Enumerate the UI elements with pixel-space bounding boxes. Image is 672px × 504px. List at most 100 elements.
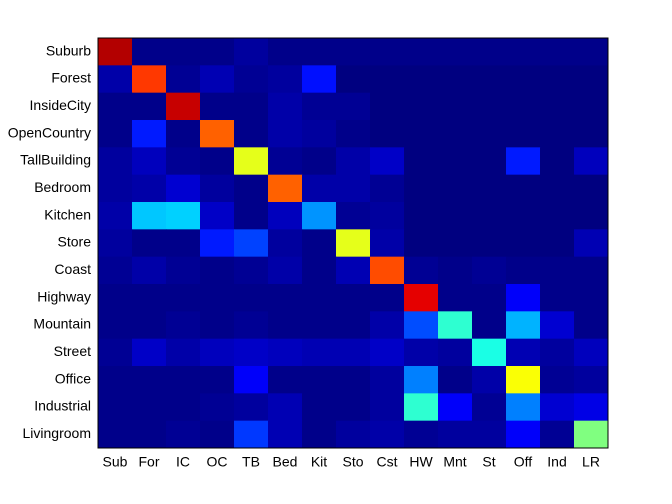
x-tick-label: TB [242, 454, 260, 470]
cell [472, 65, 507, 94]
cell [506, 338, 541, 367]
x-tick-label: OC [207, 454, 228, 470]
cell [234, 229, 269, 258]
cell [574, 393, 609, 422]
cell [472, 366, 507, 394]
cell [200, 65, 235, 94]
cell [166, 65, 201, 94]
cell [336, 147, 371, 176]
cell [132, 229, 167, 258]
cell [98, 38, 133, 66]
cell [302, 147, 337, 176]
cell [98, 338, 133, 367]
cell [166, 174, 201, 203]
cell [404, 120, 439, 148]
x-tick-label: LR [582, 454, 600, 470]
plot-frame [97, 37, 609, 449]
cell [302, 393, 337, 422]
cell [98, 65, 133, 94]
cell [166, 92, 201, 121]
cell [574, 65, 609, 94]
cell [268, 311, 303, 340]
cell [506, 256, 541, 285]
cell [404, 38, 439, 66]
cell [438, 338, 473, 367]
cell [234, 147, 269, 176]
cell [234, 420, 269, 449]
cell [370, 366, 405, 394]
cell [506, 420, 541, 449]
cell [540, 229, 575, 258]
cell [234, 174, 269, 203]
cell [472, 311, 507, 340]
cell [574, 284, 609, 312]
y-tick-label: OpenCountry [8, 124, 91, 140]
cell [472, 147, 507, 176]
cell [370, 147, 405, 176]
cell [370, 229, 405, 258]
x-tick-label: Bed [273, 454, 298, 470]
x-tick-label: Kit [311, 454, 327, 470]
cell [540, 284, 575, 312]
cell [540, 147, 575, 176]
x-tick-label: Sub [103, 454, 128, 470]
cell [370, 256, 405, 285]
cell [438, 229, 473, 258]
cell [438, 38, 473, 66]
cell [336, 366, 371, 394]
cell [166, 38, 201, 66]
cell [200, 202, 235, 230]
cell [540, 366, 575, 394]
cell [506, 393, 541, 422]
cell [200, 393, 235, 422]
cell [472, 256, 507, 285]
y-tick-label: TallBuilding [20, 152, 91, 168]
cell [98, 92, 133, 121]
cell [166, 338, 201, 367]
cell [438, 311, 473, 340]
cell [438, 284, 473, 312]
cell [506, 38, 541, 66]
cell [234, 256, 269, 285]
cell [336, 311, 371, 340]
cell [506, 229, 541, 258]
cell [438, 65, 473, 94]
cell [98, 311, 133, 340]
cell [336, 174, 371, 203]
cell [132, 92, 167, 121]
cell [370, 38, 405, 66]
cell [370, 65, 405, 94]
cell [268, 38, 303, 66]
cell [268, 202, 303, 230]
cell [302, 284, 337, 312]
cell [98, 366, 133, 394]
cell [234, 38, 269, 66]
cell [302, 420, 337, 449]
cell [574, 92, 609, 121]
cell [506, 174, 541, 203]
cell [472, 202, 507, 230]
cell [268, 420, 303, 449]
cell [438, 147, 473, 176]
cell [506, 202, 541, 230]
cell [200, 120, 235, 148]
cell [336, 120, 371, 148]
cell [404, 338, 439, 367]
cell [234, 311, 269, 340]
cell [574, 311, 609, 340]
cell [404, 311, 439, 340]
cell [234, 120, 269, 148]
cell [336, 338, 371, 367]
cell [404, 256, 439, 285]
cell [540, 120, 575, 148]
cell [132, 174, 167, 203]
cell [370, 174, 405, 203]
cell [438, 366, 473, 394]
cell [472, 92, 507, 121]
cell [438, 174, 473, 203]
cell [302, 256, 337, 285]
cell [540, 202, 575, 230]
cell [200, 420, 235, 449]
cell [404, 229, 439, 258]
